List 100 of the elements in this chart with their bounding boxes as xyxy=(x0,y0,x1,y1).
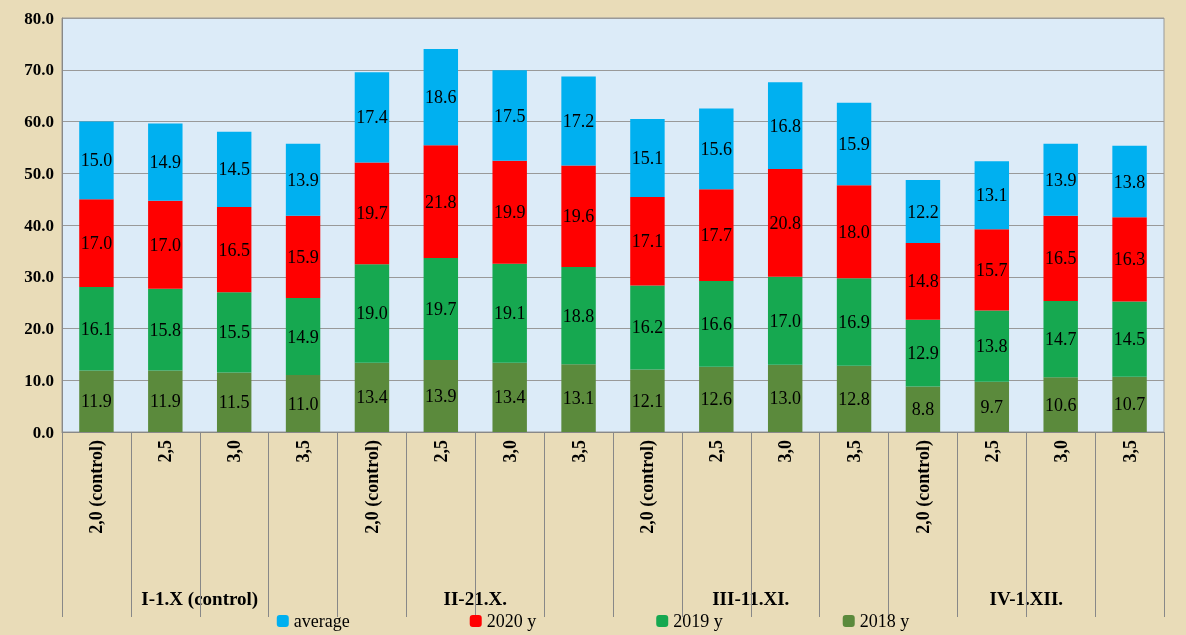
x-tick-label: 2,5 xyxy=(430,440,451,463)
y-tick-label: 80.0 xyxy=(24,8,54,28)
data-label: 13.4 xyxy=(493,387,526,408)
bar xyxy=(767,82,803,170)
data-label: 14.9 xyxy=(149,152,182,173)
bar xyxy=(354,72,390,163)
data-label: 13.4 xyxy=(356,387,388,408)
bar xyxy=(285,375,321,432)
bar xyxy=(492,362,527,432)
data-label: 19.6 xyxy=(562,206,595,227)
bar xyxy=(423,360,459,432)
bar xyxy=(974,310,1010,382)
data-label: 17.2 xyxy=(562,110,595,131)
bar xyxy=(1112,301,1147,377)
bar xyxy=(216,131,252,207)
data-label: 11.5 xyxy=(218,392,250,413)
bar xyxy=(1112,376,1147,432)
bar xyxy=(630,118,665,198)
data-label: 16.9 xyxy=(838,312,870,333)
bar xyxy=(699,280,734,367)
text: I-1.X (control) xyxy=(141,587,259,610)
bar xyxy=(767,169,803,277)
data-label: 15.7 xyxy=(976,259,1008,280)
x-tick-label: 3,5 xyxy=(1119,440,1140,463)
bar xyxy=(905,319,941,387)
data-label: 17.0 xyxy=(769,310,801,331)
data-label: 16.3 xyxy=(1113,249,1146,270)
data-label: 15.0 xyxy=(80,150,113,171)
data-label: 17.4 xyxy=(356,107,388,128)
bar xyxy=(1043,301,1078,378)
y-tick-label: 30.0 xyxy=(24,267,54,287)
x-tick-label: 2,0 (control) xyxy=(912,440,934,534)
bar xyxy=(561,165,596,267)
data-label: 10.6 xyxy=(1044,394,1077,415)
data-label: 12.9 xyxy=(907,343,939,364)
bar xyxy=(79,370,114,432)
data-label: 15.9 xyxy=(838,134,870,155)
legend-label: 2020 y xyxy=(486,611,537,631)
bar xyxy=(148,370,183,432)
y-tick-label: 10.0 xyxy=(24,370,54,390)
data-label: 8.8 xyxy=(911,399,935,420)
bar xyxy=(1112,145,1147,218)
bar xyxy=(79,199,114,288)
legend-label: 2019 y xyxy=(673,611,723,631)
bar xyxy=(354,362,390,432)
text: III-11.XI. xyxy=(712,587,790,609)
x-tick-label: 2,5 xyxy=(981,440,1002,463)
bar xyxy=(836,365,872,432)
bar xyxy=(699,366,734,432)
data-label: 15.1 xyxy=(631,147,664,168)
data-label: 11.0 xyxy=(287,393,319,414)
data-label: 13.8 xyxy=(1113,171,1146,192)
bar xyxy=(423,145,459,259)
data-label: 18.0 xyxy=(838,221,870,242)
data-label: 15.6 xyxy=(700,138,733,159)
data-label: 17.1 xyxy=(631,231,664,252)
bar xyxy=(1043,143,1078,216)
bar xyxy=(836,185,872,279)
bar xyxy=(905,243,941,320)
bar xyxy=(216,372,252,432)
data-label: 19.7 xyxy=(425,299,457,320)
x-tick-label: 2,0 (control) xyxy=(361,440,383,534)
data-label: 19.9 xyxy=(493,202,526,223)
y-tick-label: 0.0 xyxy=(32,422,54,442)
data-label: 12.1 xyxy=(631,390,664,411)
bar xyxy=(354,162,390,265)
bar xyxy=(148,288,183,371)
data-label: 14.5 xyxy=(1113,329,1146,350)
bar xyxy=(285,143,321,216)
data-label: 12.6 xyxy=(700,389,733,410)
data-label: 16.2 xyxy=(631,317,664,338)
bar xyxy=(423,258,459,361)
data-label: 17.0 xyxy=(80,233,113,254)
data-label: 14.5 xyxy=(218,159,250,180)
bar xyxy=(492,70,527,161)
x-tick-label: 3,5 xyxy=(568,440,589,463)
bar xyxy=(561,364,596,432)
data-label: 16.6 xyxy=(700,313,733,334)
data-label: 14.9 xyxy=(287,326,319,347)
bar xyxy=(423,49,459,146)
data-label: 11.9 xyxy=(81,391,112,412)
bar xyxy=(836,278,872,366)
data-label: 12.8 xyxy=(838,388,870,409)
data-label: 10.7 xyxy=(1113,394,1146,415)
bar xyxy=(354,264,390,363)
x-tick-label: 3,0 xyxy=(224,440,245,463)
data-label: 15.8 xyxy=(149,319,182,340)
data-label: 19.0 xyxy=(356,303,388,324)
data-label: 15.9 xyxy=(287,246,319,267)
text: II-21.X. xyxy=(443,587,507,609)
bar xyxy=(767,364,803,432)
legend-label: average xyxy=(293,611,350,631)
text: IV-1.XII. xyxy=(989,587,1064,609)
data-label: 16.1 xyxy=(80,318,113,339)
bar xyxy=(630,285,665,370)
y-tick-label: 60.0 xyxy=(24,112,54,131)
data-label: 17.7 xyxy=(700,225,733,246)
data-label: 15.5 xyxy=(218,322,250,343)
data-label: 14.8 xyxy=(907,271,939,292)
x-tick-label: 2,5 xyxy=(706,440,727,463)
